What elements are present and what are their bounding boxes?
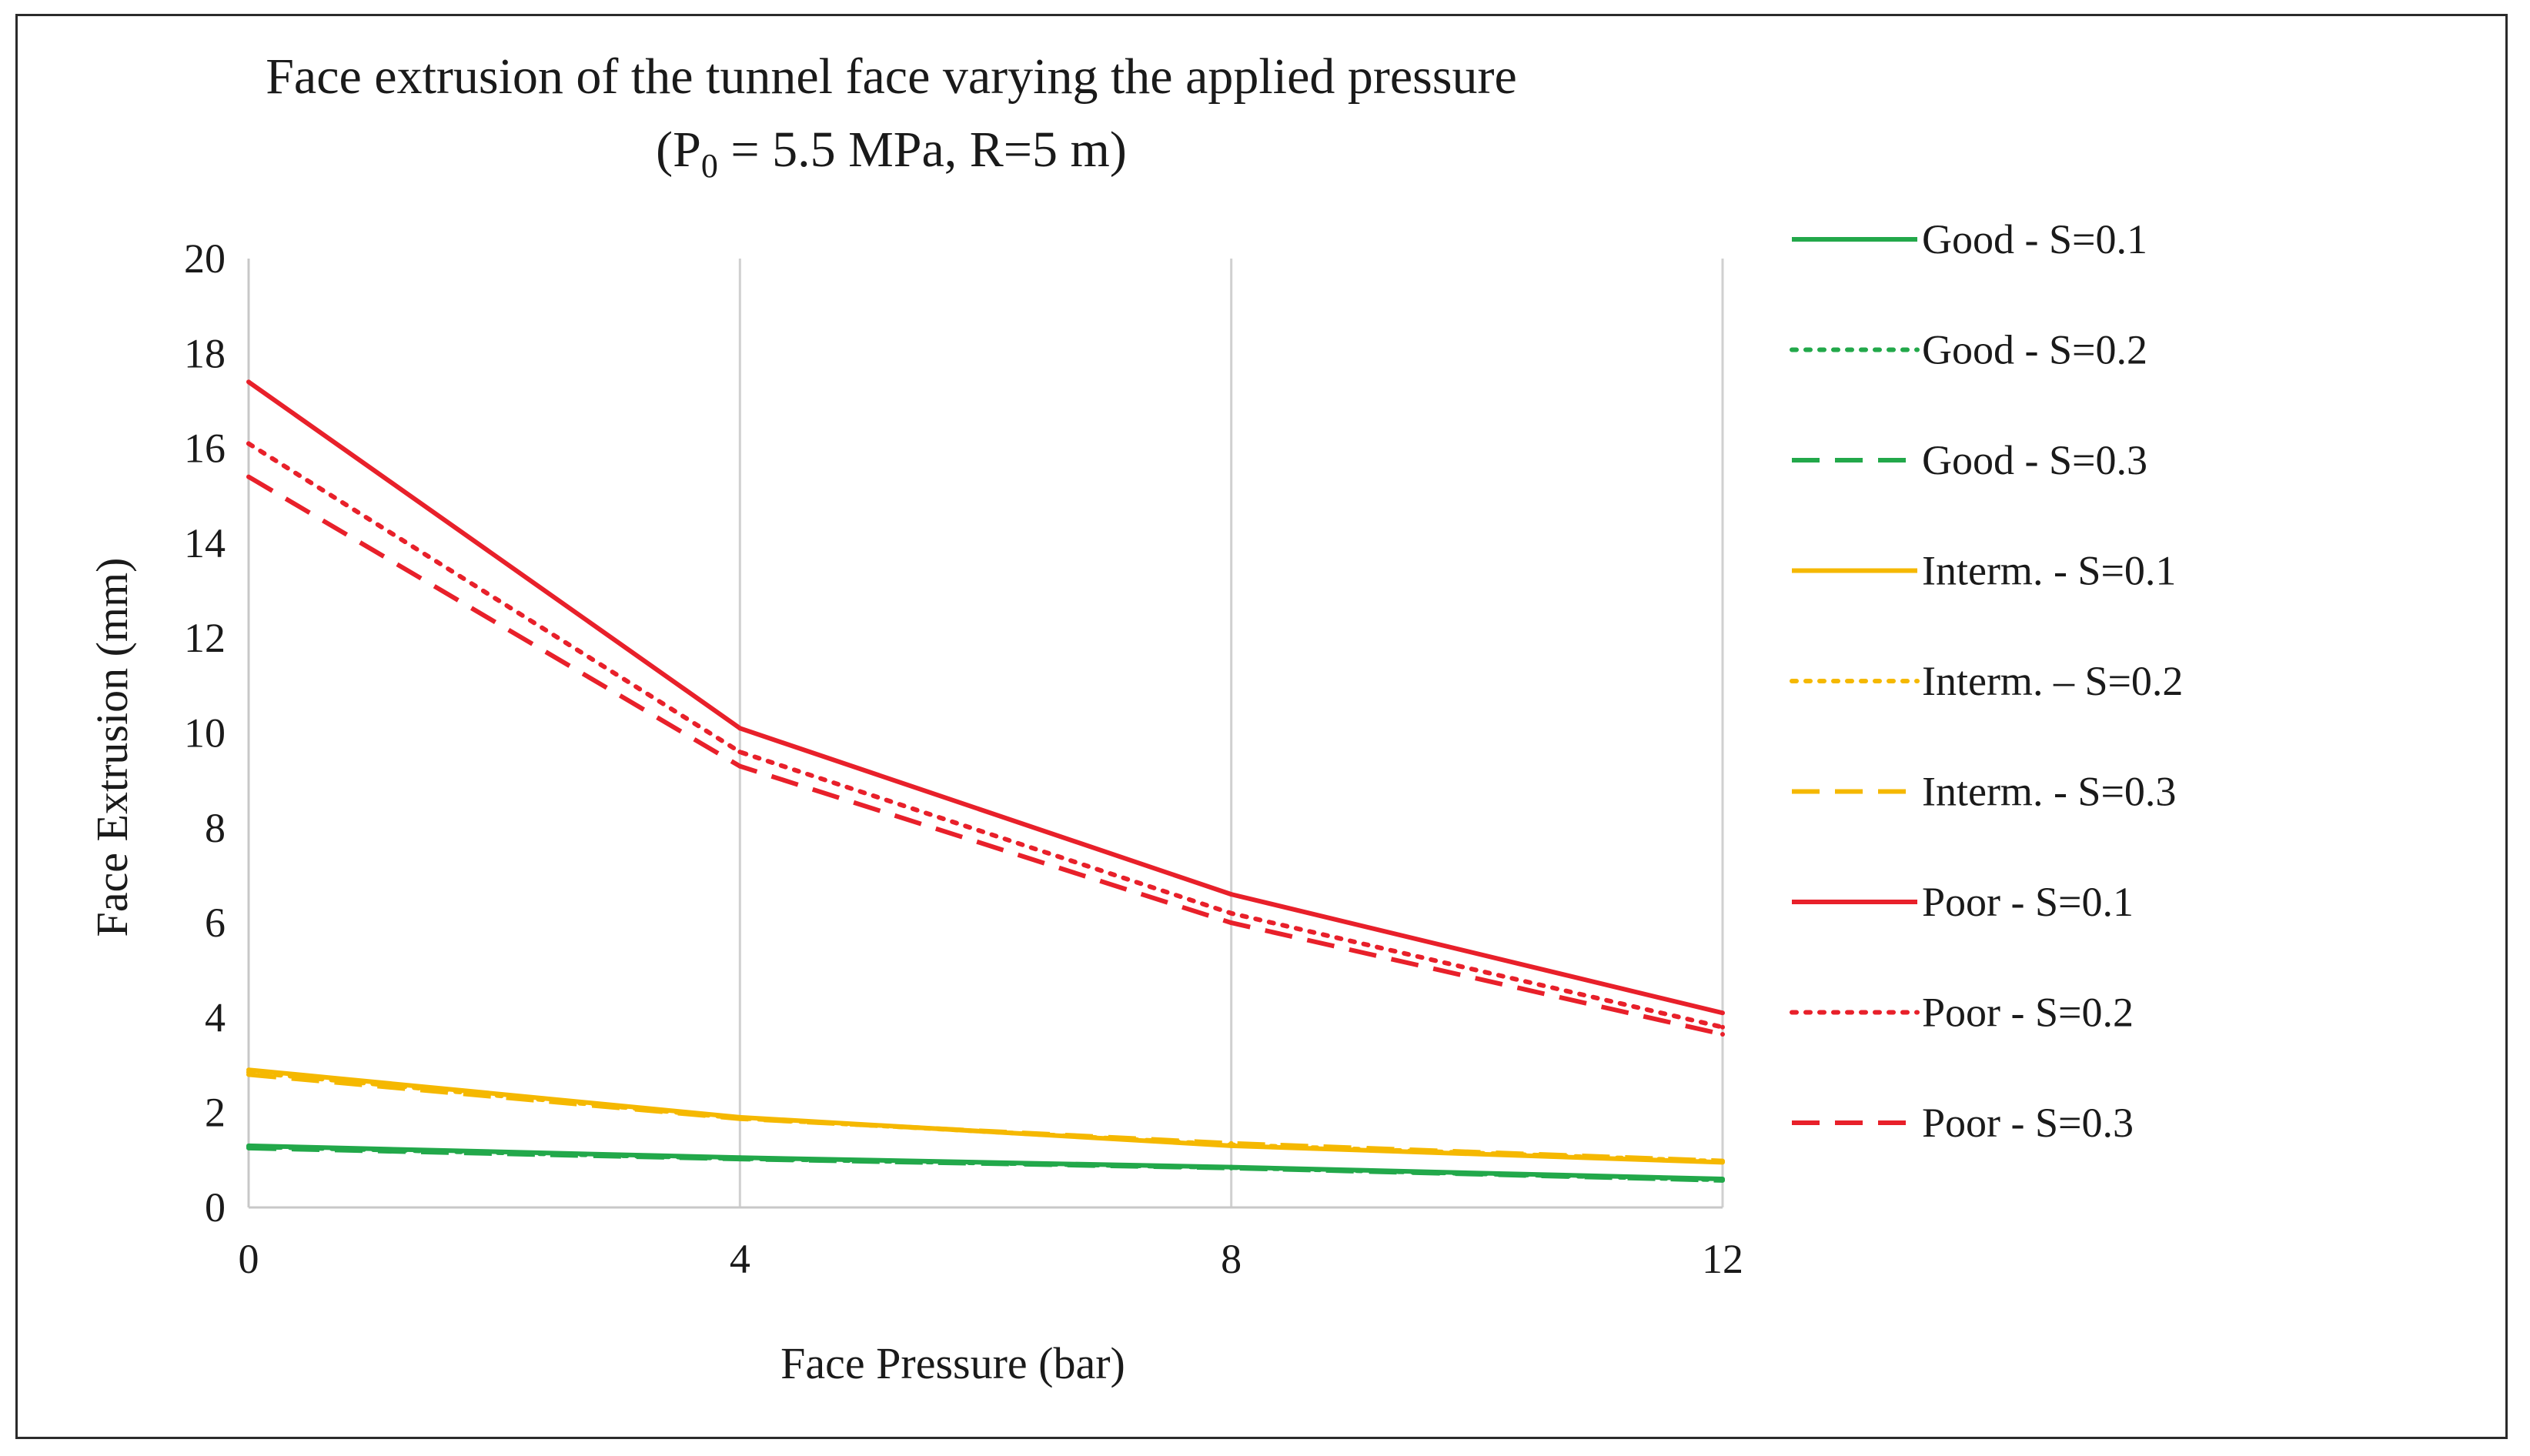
series-line <box>247 379 1723 1016</box>
data-point <box>1720 1010 1725 1016</box>
legend-item: Poor - S=0.1 <box>1792 879 2134 925</box>
data-point <box>1228 1140 1234 1146</box>
series-8 <box>246 441 1725 1030</box>
x-tick-label: 12 <box>1702 1236 1743 1282</box>
x-tick-label: 4 <box>730 1236 750 1282</box>
data-point <box>246 1145 251 1150</box>
y-tick-label: 2 <box>205 1090 226 1136</box>
y-tick-label: 12 <box>184 615 226 661</box>
legend-label: Poor - S=0.2 <box>1922 990 2134 1036</box>
y-tick-label: 6 <box>205 900 226 946</box>
legend-item: Good - S=0.2 <box>1790 327 2147 373</box>
chart-frame: Face extrusion of the tunnel face varyin… <box>15 14 2508 1439</box>
y-tick-label: 8 <box>205 805 226 851</box>
data-point <box>246 474 251 479</box>
data-point <box>246 441 251 446</box>
series-line <box>246 441 1725 1030</box>
y-tick-label: 20 <box>184 235 226 282</box>
series-6 <box>246 1072 1725 1164</box>
chart: Face extrusion of the tunnel face varyin… <box>87 48 2183 1388</box>
x-axis-label: Face Pressure (bar) <box>780 1338 1125 1388</box>
data-point <box>1228 910 1234 916</box>
series-line <box>247 475 1723 1037</box>
series-9 <box>246 474 1725 1037</box>
series-line <box>248 1067 1723 1165</box>
grid <box>738 259 1724 1207</box>
legend-item: Poor - S=0.3 <box>1792 1100 2134 1146</box>
series-7 <box>246 379 1725 1016</box>
data-point <box>1720 1024 1725 1030</box>
legend-item: Good - S=0.3 <box>1792 437 2147 483</box>
data-point <box>246 379 251 385</box>
legend-label: Good - S=0.1 <box>1922 216 2147 262</box>
y-tick-label: 14 <box>184 520 226 566</box>
data-point <box>1720 1177 1725 1183</box>
data-point <box>737 726 743 731</box>
data-point <box>737 763 743 769</box>
data-point <box>1720 1031 1725 1037</box>
data-point <box>246 1072 251 1077</box>
series-3 <box>246 1145 1725 1183</box>
x-tick-label: 8 <box>1221 1236 1242 1282</box>
legend-item: Interm. - S=0.1 <box>1792 548 2176 594</box>
legend-label: Poor - S=0.3 <box>1922 1100 2134 1146</box>
legend-item: Interm. – S=0.2 <box>1790 658 2183 704</box>
data-point <box>1228 920 1234 926</box>
data-point <box>1228 1165 1234 1170</box>
x-tick-label: 0 <box>239 1236 259 1282</box>
data-point <box>737 1157 743 1162</box>
legend-item: Interm. - S=0.3 <box>1792 769 2176 815</box>
legend-label: Interm. – S=0.2 <box>1922 658 2183 704</box>
plot-series <box>246 379 1725 1183</box>
y-tick-label: 18 <box>184 330 226 376</box>
y-tick-labels: 0 2 4 6 8 10 12 14 16 18 20 <box>184 235 226 1231</box>
x-tick-labels: 0 4 8 12 <box>239 1236 1744 1282</box>
legend-label: Poor - S=0.1 <box>1922 879 2134 925</box>
series-line <box>246 1070 1725 1164</box>
data-point <box>1228 892 1234 897</box>
chart-subtitle: (P0 = 5.5 MPa, R=5 m) <box>656 122 1127 185</box>
axes <box>247 259 1723 1209</box>
series-line <box>248 1072 1723 1164</box>
y-tick-label: 16 <box>184 426 226 472</box>
legend-label: Good - S=0.2 <box>1922 327 2147 373</box>
y-tick-label: 4 <box>205 994 226 1040</box>
legend-item: Good - S=0.1 <box>1792 216 2147 262</box>
legend-item: Poor - S=0.2 <box>1790 990 2134 1036</box>
legend-label: Interm. - S=0.3 <box>1922 769 2176 815</box>
data-point <box>1720 1158 1725 1164</box>
y-tick-label: 0 <box>205 1184 226 1231</box>
chart-title: Face extrusion of the tunnel face varyin… <box>266 48 1517 105</box>
y-tick-label: 10 <box>184 710 226 756</box>
legend-label: Interm. - S=0.1 <box>1922 548 2176 594</box>
y-axis-label: Face Extrusion (mm) <box>87 558 137 937</box>
series-line <box>248 1145 1723 1183</box>
data-point <box>737 1116 743 1121</box>
legend-label: Good - S=0.3 <box>1922 437 2147 483</box>
data-point <box>737 750 743 755</box>
legend: Good - S=0.1 Good - S=0.2 Good - S=0.3 Inte… <box>1790 216 2183 1146</box>
